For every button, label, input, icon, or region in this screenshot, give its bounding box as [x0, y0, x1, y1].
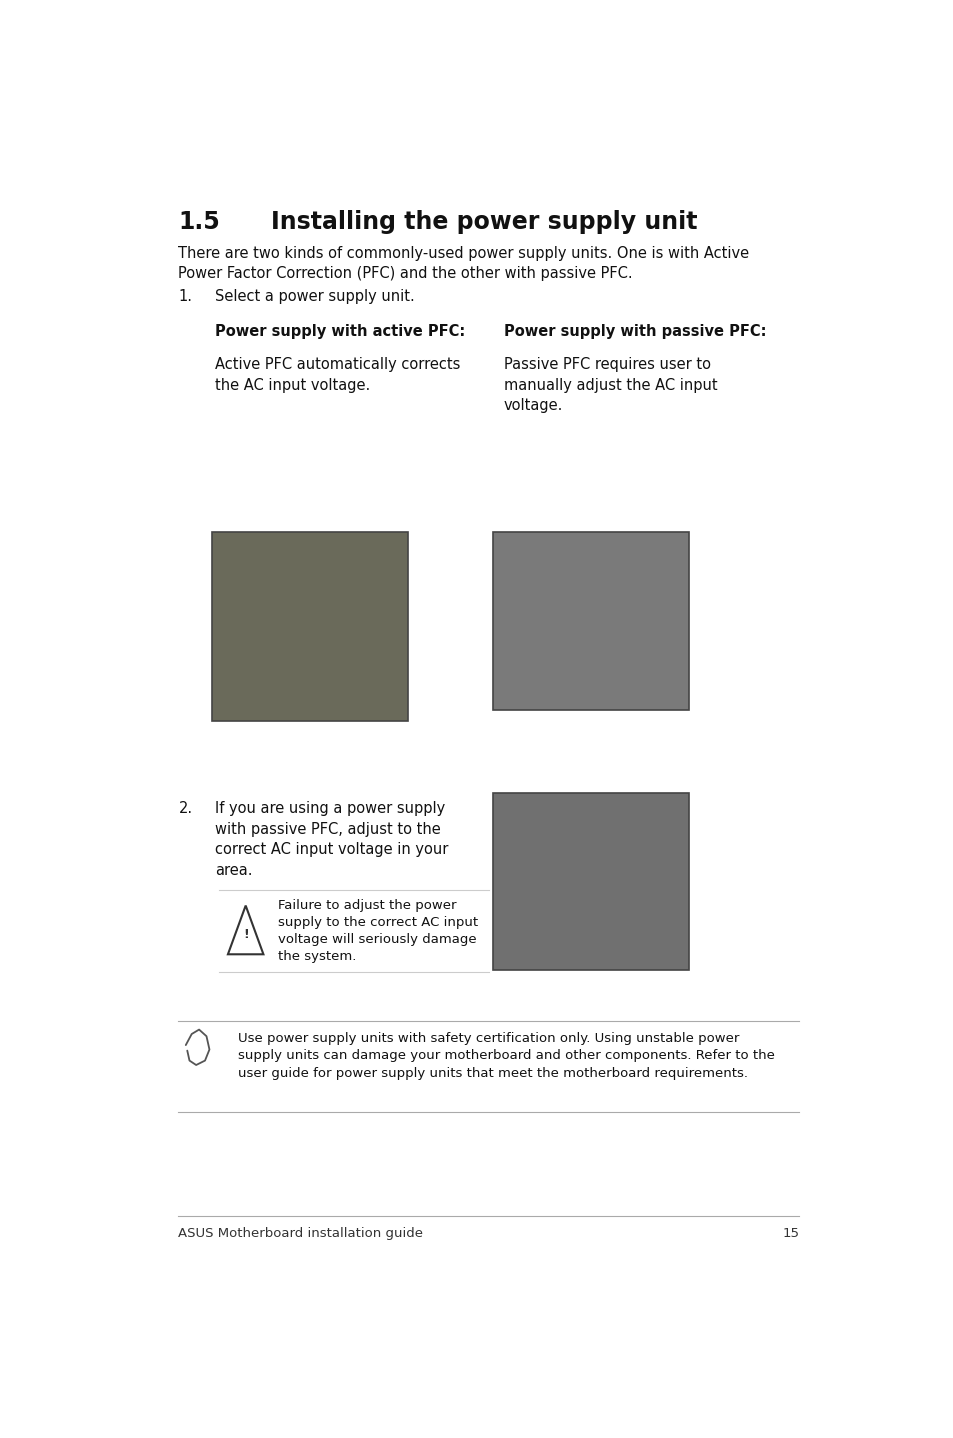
Text: Failure to adjust the power
supply to the correct AC input
voltage will seriousl: Failure to adjust the power supply to th… [278, 899, 477, 963]
Text: 15: 15 [781, 1227, 799, 1240]
Text: Active PFC automatically corrects
the AC input voltage.: Active PFC automatically corrects the AC… [215, 358, 460, 393]
Text: Power supply with passive PFC:: Power supply with passive PFC: [503, 324, 765, 339]
Text: Power supply with active PFC:: Power supply with active PFC: [215, 324, 465, 339]
Text: Use power supply units with safety certification only. Using unstable power
supp: Use power supply units with safety certi… [237, 1032, 774, 1080]
Text: 1.5: 1.5 [178, 210, 220, 234]
Text: ASUS Motherboard installation guide: ASUS Motherboard installation guide [178, 1227, 423, 1240]
Text: !: ! [243, 928, 249, 940]
Text: 1.: 1. [178, 289, 193, 303]
FancyBboxPatch shape [492, 792, 688, 969]
Text: 2.: 2. [178, 801, 193, 817]
Text: If you are using a power supply
with passive PFC, adjust to the
correct AC input: If you are using a power supply with pas… [215, 801, 448, 877]
Text: Select a power supply unit.: Select a power supply unit. [215, 289, 415, 303]
Text: Passive PFC requires user to
manually adjust the AC input
voltage.: Passive PFC requires user to manually ad… [503, 358, 717, 413]
FancyBboxPatch shape [212, 532, 407, 720]
FancyBboxPatch shape [492, 532, 688, 709]
Text: Installing the power supply unit: Installing the power supply unit [271, 210, 697, 234]
Text: There are two kinds of commonly-used power supply units. One is with Active
Powe: There are two kinds of commonly-used pow… [178, 246, 749, 280]
